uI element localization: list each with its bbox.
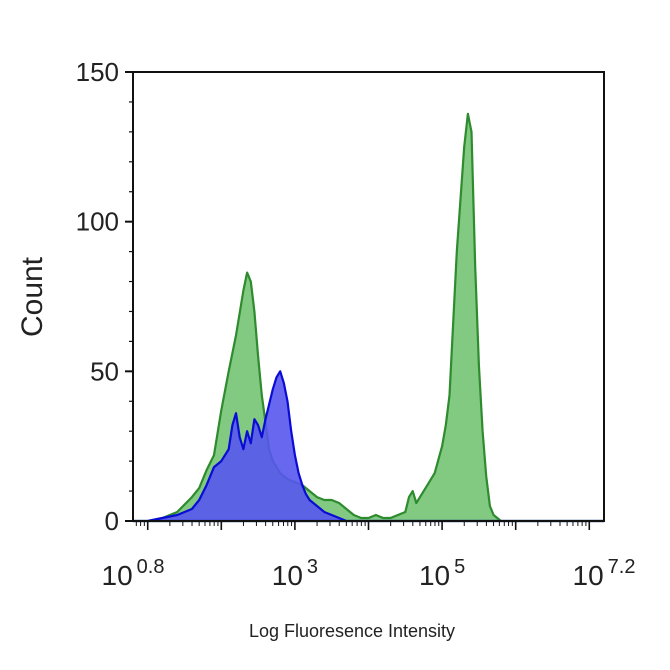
y-tick-label: 100	[76, 207, 119, 237]
plot-frame	[132, 71, 605, 522]
series-2-area	[131, 370, 606, 523]
x-tick-label: 10 3	[272, 556, 318, 591]
x-axis-label: Log Fluoresence Intensity	[249, 621, 455, 641]
x-tick-label: 10 0.8	[102, 556, 165, 591]
x-tick-label: 10 7.2	[573, 556, 636, 591]
x-tick-label: 10 5	[419, 556, 465, 591]
series-layer	[131, 112, 606, 523]
series-1-area	[131, 112, 606, 523]
y-tick-label: 150	[76, 57, 119, 87]
y-axis-label: Count	[16, 256, 49, 337]
y-tick-label: 50	[90, 356, 119, 386]
y-tick-label: 0	[105, 506, 119, 536]
axis-layer: 0 50 100 150 10 0.8 10 3 10 5 10 7.2	[76, 57, 636, 591]
